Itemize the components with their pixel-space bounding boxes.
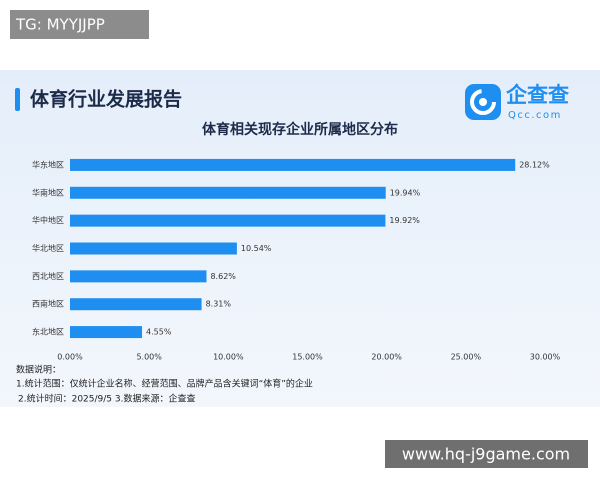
- y-tick-label: 西北地区: [32, 271, 64, 281]
- value-label: 8.31%: [206, 300, 232, 309]
- note: 数据说明：: [16, 364, 61, 376]
- bar: [70, 242, 237, 255]
- report-title: 体育行业发展报告: [30, 88, 182, 111]
- title-accent: [15, 88, 20, 111]
- bar: [70, 186, 386, 199]
- note: 2.统计时间：2025/9/5 3.数据来源：企查查: [18, 393, 195, 405]
- logo-name: 企查查: [505, 83, 569, 107]
- x-tick-label: 15.00%: [292, 353, 323, 362]
- bar: [70, 270, 207, 283]
- bar: [70, 298, 202, 311]
- value-label: 4.55%: [146, 328, 172, 337]
- y-tick-label: 华东地区: [32, 159, 64, 169]
- value-label: 10.54%: [241, 244, 272, 253]
- value-label: 19.94%: [390, 188, 421, 197]
- y-tick-label: 华中地区: [32, 215, 64, 225]
- x-tick-label: 5.00%: [136, 353, 162, 362]
- watermark-box: [10, 10, 149, 39]
- card: [0, 70, 600, 407]
- note: 1.统计范围：仅统计企业名称、经营范围、品牌产品含关键词“体育”的企业: [16, 378, 313, 390]
- logo-dot: [479, 98, 487, 106]
- x-tick-label: 20.00%: [371, 353, 402, 362]
- logo-c: [470, 89, 496, 115]
- x-tick-label: 25.00%: [451, 353, 482, 362]
- value-label: 19.92%: [389, 216, 420, 225]
- bar: [70, 158, 516, 171]
- x-tick-label: 10.00%: [213, 353, 244, 362]
- y-tick-label: 西南地区: [32, 299, 64, 309]
- x-tick-label: 0.00%: [57, 353, 83, 362]
- chart-title: 体育相关现存企业所属地区分布: [202, 121, 398, 138]
- logo-domain: Qcc.com: [508, 110, 562, 121]
- watermark-box: [385, 440, 588, 468]
- watermark-bottom: www.hq-j9game.com: [402, 445, 570, 464]
- bar: [70, 214, 386, 227]
- value-label: 8.62%: [210, 272, 236, 281]
- x-tick-label: 30.00%: [530, 353, 561, 362]
- y-tick-label: 东北地区: [32, 327, 64, 337]
- bar: [70, 326, 143, 339]
- watermark-top: TG: MYYJJPP: [15, 16, 105, 34]
- logo: 企查查 Qcc.com: [465, 83, 569, 121]
- value-label: 28.12%: [519, 160, 550, 169]
- y-tick-label: 华北地区: [32, 243, 64, 253]
- y-tick-label: 华南地区: [32, 187, 64, 197]
